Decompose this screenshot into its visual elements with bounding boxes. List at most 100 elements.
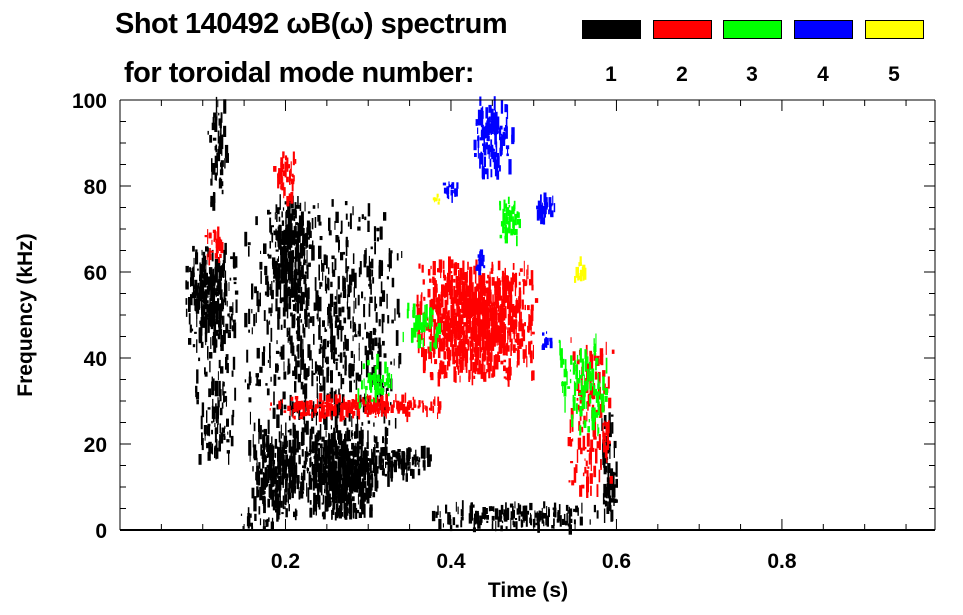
spectral-mark — [223, 436, 226, 440]
spectral-mark — [361, 478, 365, 491]
spectral-mark — [437, 372, 441, 387]
spectral-mark — [363, 455, 366, 465]
spectral-mark — [587, 402, 589, 411]
spectral-mark — [359, 394, 362, 408]
spectral-mark — [295, 430, 299, 439]
spectral-mark — [501, 298, 503, 315]
spectral-mark — [207, 346, 209, 359]
spectral-mark — [450, 259, 454, 269]
x-axis-label: Time (s) — [488, 579, 568, 602]
spectral-mark — [312, 316, 315, 327]
spectral-mark — [231, 414, 234, 426]
spectral-mark — [589, 371, 592, 382]
spectral-mark — [514, 348, 517, 351]
spectral-mark — [337, 325, 342, 330]
spectral-mark — [355, 394, 357, 405]
spectral-mark — [284, 271, 287, 281]
spectral-mark — [342, 364, 344, 369]
spectral-mark — [461, 286, 464, 302]
spectral-mark — [613, 446, 615, 458]
spectral-mark — [477, 298, 481, 307]
spectral-mark — [353, 466, 358, 482]
spectral-mark — [391, 277, 395, 288]
spectral-mark — [253, 314, 256, 327]
spectral-mark — [367, 203, 371, 217]
legend-label-mode-2: 2 — [676, 63, 688, 86]
spectral-mark — [523, 260, 525, 277]
spectral-mark — [289, 261, 292, 273]
spectral-mark — [381, 374, 385, 383]
spectral-mark — [471, 310, 474, 317]
spectral-mark — [449, 330, 453, 343]
spectral-mark — [233, 281, 237, 285]
spectral-mark — [221, 189, 224, 195]
spectral-mark — [480, 275, 483, 288]
spectral-mark — [475, 358, 478, 372]
spectral-mark — [297, 196, 299, 207]
spectral-mark — [378, 398, 381, 403]
spectral-mark — [492, 506, 495, 512]
spectral-mark — [278, 514, 280, 520]
spectral-mark — [443, 269, 445, 278]
spectral-mark — [604, 387, 608, 395]
spectral-mark — [459, 274, 462, 286]
spectral-mark — [512, 263, 515, 270]
spectral-mark — [319, 344, 322, 354]
spectral-mark — [407, 401, 409, 412]
spectral-mark — [384, 451, 387, 460]
spectral-mark — [357, 441, 360, 454]
spectral-mark — [396, 400, 398, 410]
spectral-mark — [497, 278, 501, 290]
spectral-mark — [492, 365, 496, 377]
spectral-mark — [337, 430, 339, 440]
spectral-mark — [273, 230, 277, 236]
spectral-mark — [300, 211, 304, 223]
spectral-mark — [260, 250, 262, 254]
spectral-mark — [486, 369, 488, 374]
spectral-mark — [475, 510, 479, 524]
spectral-mark — [520, 311, 522, 325]
spectral-mark — [380, 379, 382, 393]
spectral-mark — [387, 383, 391, 389]
spectral-mark — [384, 382, 387, 387]
legend-swatch-mode-3 — [723, 20, 782, 39]
spectral-mark — [343, 467, 348, 481]
spectral-mark — [194, 298, 197, 311]
spectral-mark — [217, 100, 219, 108]
spectral-mark — [588, 361, 591, 370]
spectral-mark — [364, 464, 367, 469]
spectral-mark — [365, 350, 370, 362]
spectral-mark — [398, 312, 401, 318]
spectral-mark — [329, 404, 331, 408]
spectral-mark — [288, 254, 292, 263]
spectral-mark — [610, 498, 614, 503]
spectral-mark — [211, 122, 216, 131]
spectral-mark — [507, 339, 509, 349]
spectral-mark — [478, 361, 481, 375]
spectral-mark — [302, 435, 305, 446]
spectral-mark — [309, 428, 313, 440]
legend-label-mode-3: 3 — [746, 63, 758, 86]
spectral-mark — [578, 262, 582, 266]
spectral-mark — [514, 518, 518, 520]
spectral-mark — [355, 328, 357, 335]
spectral-mark — [589, 473, 593, 484]
spectral-mark — [303, 363, 306, 379]
spectral-mark — [226, 363, 229, 374]
mode-5-feature — [574, 256, 587, 283]
spectral-mark — [500, 525, 503, 532]
spectral-mark — [344, 401, 348, 410]
spectral-mark — [215, 172, 218, 177]
spectral-mark — [286, 196, 290, 207]
spectral-mark — [418, 460, 420, 468]
spectral-mark — [203, 279, 207, 288]
spectral-mark — [603, 440, 606, 453]
spectral-mark — [505, 377, 508, 380]
spectral-mark — [349, 476, 352, 492]
spectral-mark — [274, 488, 276, 497]
spectral-mark — [279, 283, 282, 300]
spectral-mark — [455, 189, 458, 197]
spectral-mark — [258, 462, 261, 469]
spectral-mark — [470, 348, 473, 360]
spectral-mark — [313, 492, 316, 509]
